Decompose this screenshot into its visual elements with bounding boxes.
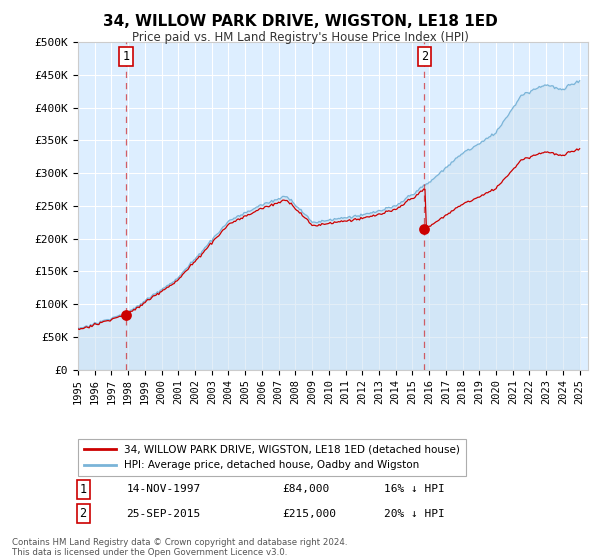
Text: Price paid vs. HM Land Registry's House Price Index (HPI): Price paid vs. HM Land Registry's House … <box>131 31 469 44</box>
Text: £215,000: £215,000 <box>282 508 336 519</box>
Text: 25-SEP-2015: 25-SEP-2015 <box>127 508 200 519</box>
Text: 2: 2 <box>80 507 86 520</box>
Point <box>419 224 429 233</box>
Text: £84,000: £84,000 <box>282 484 329 494</box>
Text: 16% ↓ HPI: 16% ↓ HPI <box>384 484 445 494</box>
Legend: 34, WILLOW PARK DRIVE, WIGSTON, LE18 1ED (detached house), HPI: Average price, d: 34, WILLOW PARK DRIVE, WIGSTON, LE18 1ED… <box>78 438 466 477</box>
Text: 20% ↓ HPI: 20% ↓ HPI <box>384 508 445 519</box>
Text: Contains HM Land Registry data © Crown copyright and database right 2024.
This d: Contains HM Land Registry data © Crown c… <box>12 538 347 557</box>
Text: 2: 2 <box>421 50 428 63</box>
Text: 14-NOV-1997: 14-NOV-1997 <box>127 484 200 494</box>
Text: 1: 1 <box>122 50 130 63</box>
Point <box>121 310 131 319</box>
Text: 34, WILLOW PARK DRIVE, WIGSTON, LE18 1ED: 34, WILLOW PARK DRIVE, WIGSTON, LE18 1ED <box>103 14 497 29</box>
Text: 1: 1 <box>80 483 86 496</box>
